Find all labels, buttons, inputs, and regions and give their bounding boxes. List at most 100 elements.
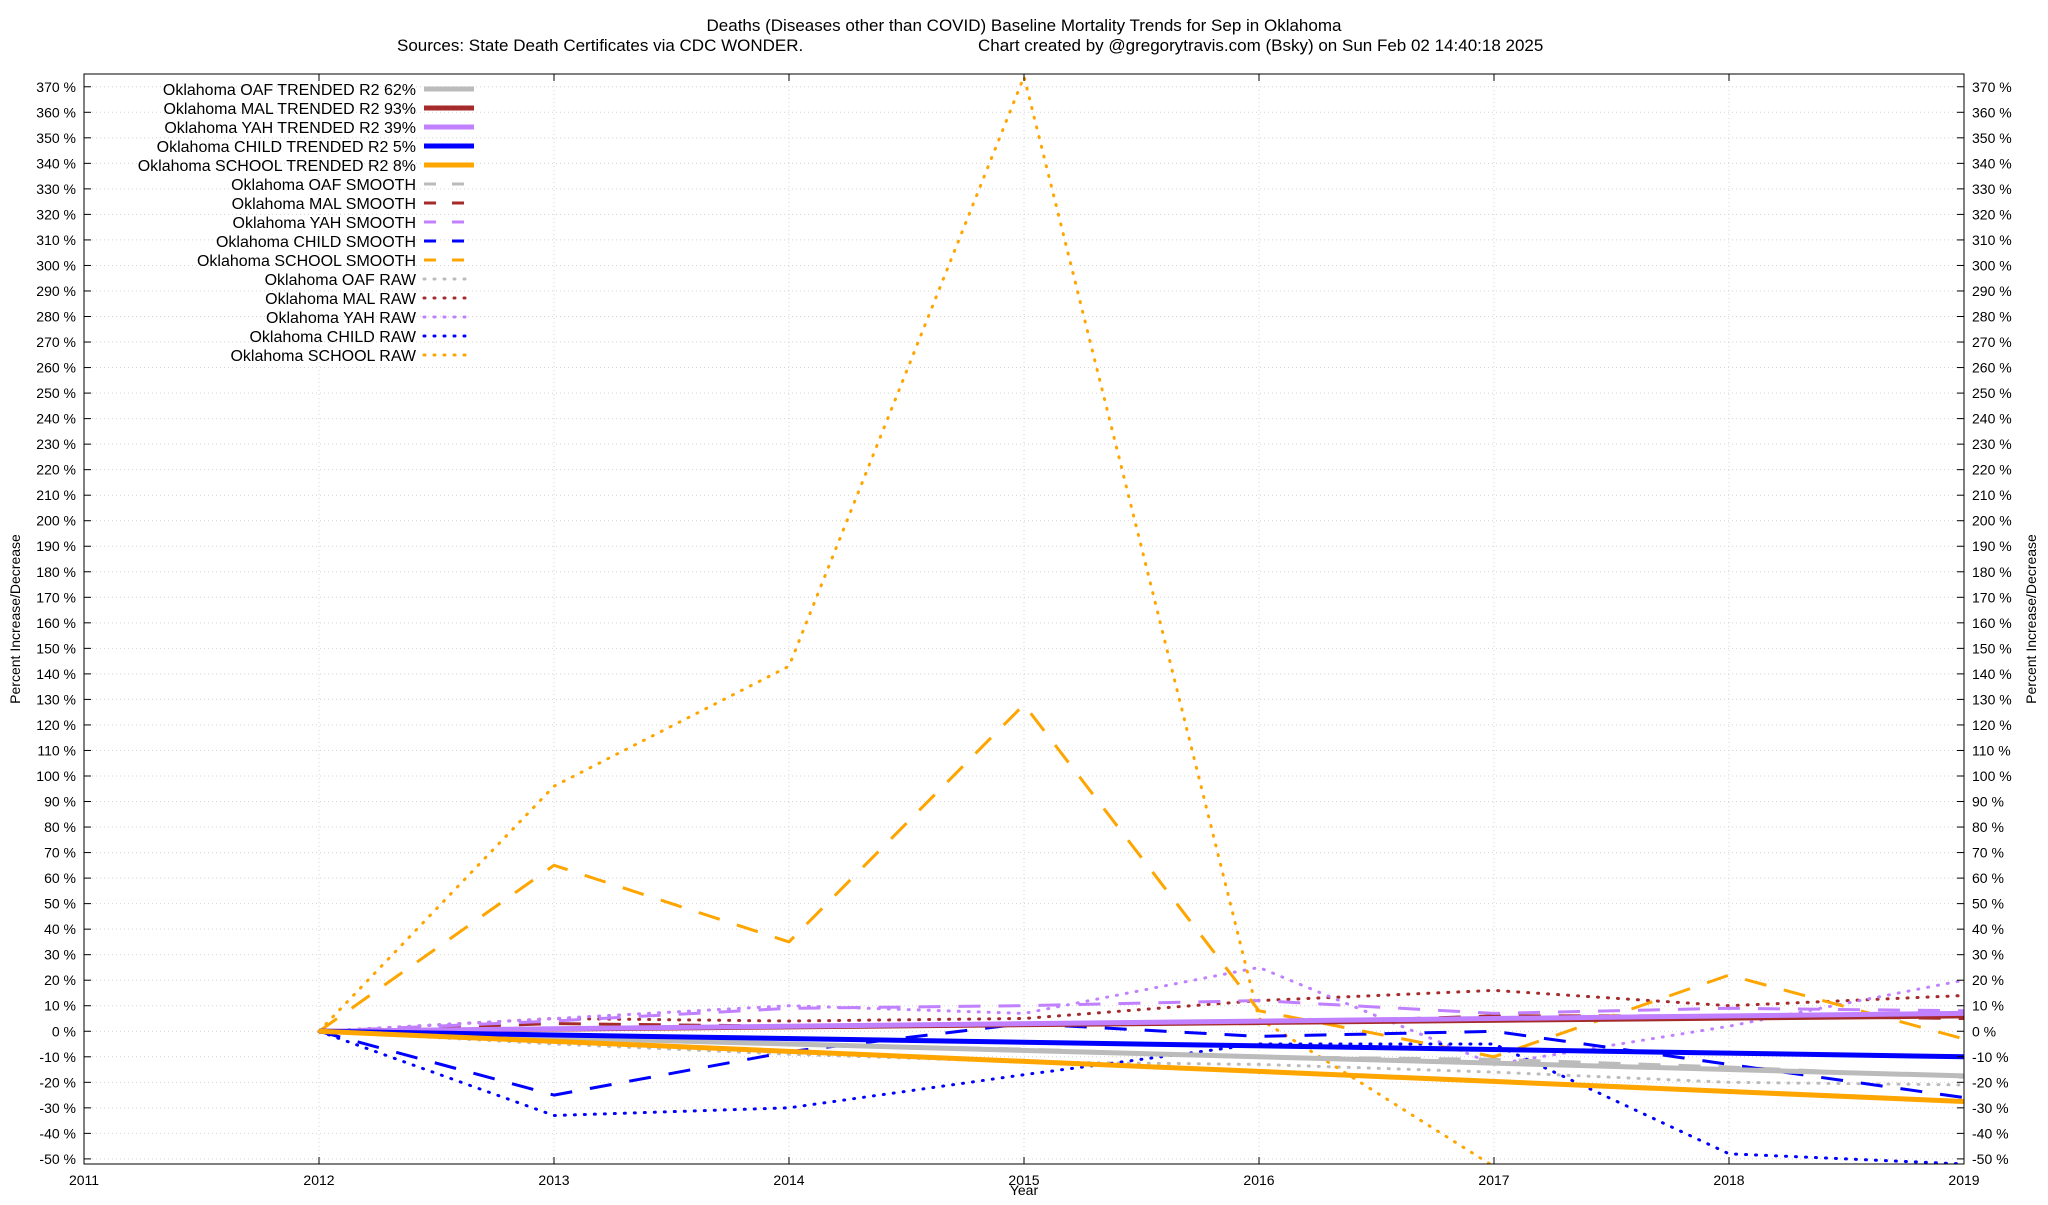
y-tick-label-left: 50 % [44, 896, 76, 912]
y-tick-label-left: 110 % [37, 742, 76, 758]
x-tick-label: 2013 [538, 1172, 569, 1188]
legend-label: Oklahoma OAF RAW [265, 272, 417, 289]
y-tick-label-right: 290 % [1972, 283, 2012, 299]
y-tick-label-left: 360 % [36, 104, 76, 120]
series-line-3 [318, 1010, 1964, 1034]
x-tick-label: 2011 [69, 1172, 99, 1188]
y-tick-label-left: -20 % [39, 1074, 76, 1090]
x-tick-label: 2018 [1713, 1172, 1744, 1188]
chart-title: Deaths (Diseases other than COVID) Basel… [707, 16, 1342, 35]
legend-label: Oklahoma MAL RAW [265, 291, 417, 308]
y-tick-label-right: 140 % [1972, 666, 2012, 682]
y-tick-label-left: -50 % [39, 1151, 76, 1167]
y-tick-label-right: 260 % [1972, 360, 2012, 376]
legend-label: Oklahoma SCHOOL RAW [230, 348, 416, 365]
y-tick-label-right: 370 % [1972, 79, 2012, 95]
y-tick-label-left: 70 % [44, 845, 76, 861]
y-tick-label-right: 280 % [1972, 309, 2012, 325]
y-tick-label-right: 20 % [1972, 972, 2004, 988]
legend-label: Oklahoma CHILD SMOOTH [216, 234, 416, 251]
y-tick-label-right: 330 % [1972, 181, 2012, 197]
y-tick-label-left: 160 % [36, 615, 76, 631]
y-tick-label-left: 10 % [44, 998, 76, 1014]
y-tick-label-right: 360 % [1972, 104, 2012, 120]
y-tick-label-right: 240 % [1972, 411, 2012, 427]
x-tick-label: 2015 [1008, 1172, 1039, 1188]
y-axis-label-left: Percent Increase/Decrease [7, 534, 23, 704]
y-tick-label-left: 330 % [36, 181, 76, 197]
series-line-6 [318, 1029, 1964, 1079]
y-tick-label-right: -10 % [1972, 1049, 2009, 1065]
y-tick-label-left: 280 % [36, 309, 76, 325]
x-tick-label: 2014 [773, 1172, 804, 1188]
y-tick-label-left: 290 % [36, 283, 76, 299]
y-tick-label-right: 170 % [1972, 589, 2012, 605]
y-tick-label-left: 20 % [44, 972, 76, 988]
y-tick-label-right: 110 % [1972, 742, 2011, 758]
y-tick-label-right: 210 % [1972, 487, 2012, 503]
y-tick-label-left: 270 % [36, 334, 76, 350]
y-tick-label-left: -40 % [39, 1125, 76, 1141]
y-tick-label-left: 140 % [36, 666, 76, 682]
y-tick-label-right: 0 % [1972, 1023, 1996, 1039]
y-tick-label-right: -40 % [1972, 1125, 2009, 1141]
y-tick-label-left: 340 % [36, 155, 76, 171]
y-tick-label-left: 40 % [44, 921, 76, 937]
y-tick-label-right: 350 % [1972, 130, 2012, 146]
y-tick-label-right: 180 % [1972, 564, 2012, 580]
y-tick-label-right: 50 % [1972, 896, 2004, 912]
y-tick-label-left: -10 % [39, 1049, 76, 1065]
series-line-11 [317, 1029, 1964, 1087]
y-tick-label-left: 80 % [44, 819, 76, 835]
y-tick-label-right: -50 % [1972, 1151, 2009, 1167]
y-tick-label-left: 260 % [36, 360, 76, 376]
series-line-14 [317, 1029, 1964, 1164]
y-tick-label-left: 230 % [36, 436, 76, 452]
y-tick-label-left: 220 % [36, 462, 76, 478]
y-tick-label-left: -30 % [39, 1100, 76, 1116]
series-line-1 [318, 1028, 1964, 1079]
legend-label: Oklahoma YAH RAW [266, 310, 417, 327]
y-tick-label-right: 30 % [1972, 947, 2004, 963]
y-tick-label-right: -30 % [1972, 1100, 2009, 1116]
y-tick-label-left: 240 % [36, 411, 76, 427]
y-tick-label-right: 310 % [1972, 232, 2012, 248]
y-tick-label-right: 130 % [1972, 691, 2012, 707]
y-tick-label-right: 340 % [1972, 155, 2012, 171]
y-tick-label-right: 150 % [1972, 640, 2012, 656]
chart-subtitle-source: Sources: State Death Certificates via CD… [397, 36, 803, 55]
y-tick-label-left: 300 % [36, 257, 76, 273]
y-axis-label-right: Percent Increase/Decrease [2023, 534, 2039, 704]
legend-label: Oklahoma SCHOOL SMOOTH [197, 253, 416, 270]
y-tick-label-left: 210 % [36, 487, 76, 503]
y-tick-label-left: 100 % [36, 768, 76, 784]
y-tick-label-left: 90 % [44, 794, 76, 810]
y-tick-label-right: 220 % [1972, 462, 2012, 478]
y-tick-label-left: 130 % [36, 691, 76, 707]
y-tick-label-right: 300 % [1972, 257, 2012, 273]
legend-label: Oklahoma CHILD RAW [249, 329, 416, 346]
y-tick-label-left: 200 % [36, 513, 76, 529]
y-tick-label-right: 70 % [1972, 845, 2004, 861]
y-tick-label-left: 30 % [44, 947, 76, 963]
y-tick-label-right: -20 % [1972, 1074, 2009, 1090]
y-tick-label-right: 230 % [1972, 436, 2012, 452]
y-tick-label-left: 310 % [36, 232, 76, 248]
y-tick-label-left: 0 % [52, 1023, 76, 1039]
y-tick-label-right: 90 % [1972, 794, 2004, 810]
y-tick-label-left: 60 % [44, 870, 76, 886]
y-tick-label-right: 100 % [1972, 768, 2012, 784]
y-tick-label-left: 250 % [36, 385, 76, 401]
y-tick-label-right: 120 % [1972, 717, 2012, 733]
legend-label: Oklahoma CHILD TRENDED R2 5% [157, 139, 416, 156]
y-tick-label-right: 10 % [1972, 998, 2004, 1014]
legend-label: Oklahoma YAH SMOOTH [233, 215, 416, 232]
series-line-4 [318, 1028, 1964, 1060]
axis-ticks: 370 % 370 % 360 % 360 % 350 % 350 % 340 % 340 %… [36, 74, 2012, 1188]
chart-subtitle-credit: Chart created by @gregorytravis.com (Bsk… [978, 36, 1543, 55]
y-tick-label-right: 270 % [1972, 334, 2012, 350]
x-tick-label: 2017 [1478, 1172, 1509, 1188]
x-tick-label: 2016 [1243, 1172, 1274, 1188]
y-tick-label-right: 160 % [1972, 615, 2012, 631]
